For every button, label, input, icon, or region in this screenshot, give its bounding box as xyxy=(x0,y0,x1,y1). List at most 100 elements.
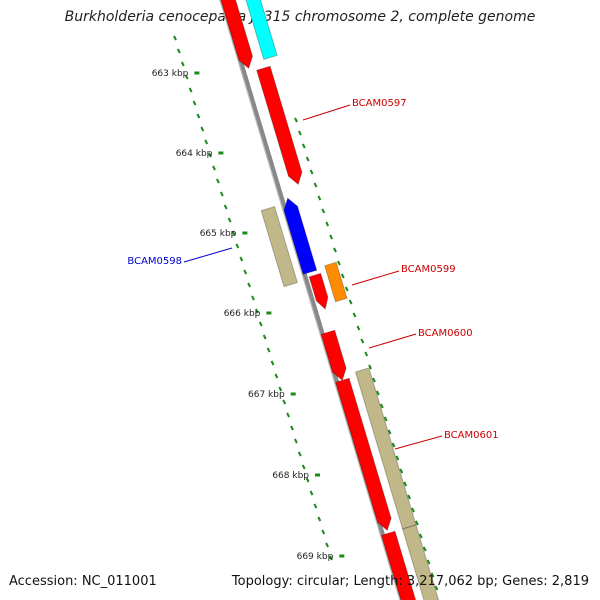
gene-leader-line xyxy=(351,270,400,286)
gene-cyan-arrow xyxy=(245,0,278,61)
map-title: Burkholderia cenocepacia J2315 chromosom… xyxy=(64,9,536,25)
gene-label[interactable]: BCAM0601 xyxy=(444,430,499,441)
gene-label[interactable]: BCAM0597 xyxy=(352,98,407,109)
tick-minor-right xyxy=(395,455,400,461)
gene-bcam0602-arrow xyxy=(380,530,417,600)
tick-minor-right xyxy=(325,221,330,227)
tick-minor-left xyxy=(243,269,248,275)
tick-minor-left xyxy=(290,425,294,431)
tick-minor-right xyxy=(329,234,333,240)
tick-minor-left xyxy=(305,477,310,483)
tick-minor-right xyxy=(309,169,314,175)
tick-minor-left xyxy=(177,48,181,54)
tick-minor-left xyxy=(309,490,314,496)
tick-minor-left xyxy=(192,100,197,106)
gene-label[interactable]: BCAM0599 xyxy=(401,264,456,275)
tick-minor-right xyxy=(372,377,376,383)
tick-minor-right xyxy=(352,312,357,318)
tick-minor-right xyxy=(321,208,326,214)
tick-minor-right xyxy=(383,416,388,422)
gene-bcam0599-arrow xyxy=(308,272,329,311)
tick-minor-left xyxy=(204,139,209,145)
tick-minor-right xyxy=(368,364,372,370)
kbp-label: 666 kbp xyxy=(224,309,261,319)
tick-minor-left xyxy=(317,516,322,522)
tick-minor-left xyxy=(223,204,228,210)
tick-minor-left xyxy=(200,126,205,132)
genome-stats-text: Topology: circular; Length: 3,217,062 bp… xyxy=(231,574,589,589)
kbp-label: 667 kbp xyxy=(248,390,285,400)
tick-minor-left xyxy=(208,152,212,158)
tick-minor-right xyxy=(418,533,423,539)
tick-minor-right xyxy=(340,273,345,279)
gene-label[interactable]: BCAM0600 xyxy=(418,328,473,339)
tick-minor-right xyxy=(344,286,349,292)
tick-minor-left xyxy=(321,529,326,535)
tick-minor-left xyxy=(196,113,201,119)
gene-leader-line xyxy=(394,435,443,450)
gene-bcam0596-arrow xyxy=(220,0,254,70)
tick-minor-right xyxy=(376,390,380,396)
tick-minor-left xyxy=(219,191,224,197)
gene-label[interactable]: BCAM0598 xyxy=(127,256,182,267)
gene-leader-line xyxy=(183,247,233,263)
gene-bcam0598-arrow xyxy=(283,197,318,275)
tick-minor-left xyxy=(286,412,290,418)
tick-minor-left xyxy=(313,503,318,509)
tick-minor-right xyxy=(403,481,408,487)
tick-minor-right xyxy=(434,585,439,591)
tick-minor-left xyxy=(255,308,259,314)
tick-minor-left xyxy=(184,74,189,80)
tick-minor-right xyxy=(356,325,361,331)
tick-minor-left xyxy=(325,542,329,548)
tick-minor-right xyxy=(411,507,415,513)
kbp-label: 668 kbp xyxy=(272,471,309,481)
tick-minor-left xyxy=(282,399,287,405)
gene-leader-line xyxy=(302,104,351,121)
tick-minor-left xyxy=(235,243,240,249)
tick-minor-right xyxy=(305,156,310,162)
gene-leader-line xyxy=(368,333,417,349)
tick-minor-left xyxy=(301,464,306,470)
tick-minor-right xyxy=(317,195,322,201)
tick-minor-left xyxy=(247,282,251,288)
kbp-label: 669 kbp xyxy=(297,552,334,562)
tick-minor-right xyxy=(360,338,365,344)
kbp-label: 664 kbp xyxy=(176,149,213,159)
tick-minor-left xyxy=(212,165,216,171)
tick-minor-left xyxy=(262,334,267,340)
gene-bcam0598b-arrow xyxy=(260,205,299,288)
tick-minor-right xyxy=(298,130,302,136)
tick-minor-left xyxy=(274,373,279,379)
gene-bcam0600-arrow xyxy=(320,329,347,382)
tick-minor-left xyxy=(270,360,275,366)
gene-bcam0599b-arrow xyxy=(324,261,348,303)
tick-minor-left xyxy=(251,295,255,301)
tick-minor-right xyxy=(379,403,384,409)
tick-minor-left xyxy=(329,555,333,561)
tick-minor-left xyxy=(216,178,220,184)
kbp-label: 665 kbp xyxy=(200,229,237,239)
tick-minor-right xyxy=(387,429,392,435)
tick-minor-right xyxy=(313,182,318,188)
tick-minor-right xyxy=(333,247,337,253)
kbp-label: 663 kbp xyxy=(152,69,189,79)
backbone-highlight xyxy=(219,0,401,600)
accession-text: Accession: NC_011001 xyxy=(9,574,157,589)
tick-minor-right xyxy=(430,572,435,578)
tick-minor-right xyxy=(407,494,411,500)
tick-minor-right xyxy=(399,468,404,474)
tick-minor-left xyxy=(180,61,185,67)
tick-minor-right xyxy=(301,143,306,149)
tick-minor-left xyxy=(266,347,271,353)
tick-minor-left xyxy=(297,451,302,457)
tick-minor-left xyxy=(188,87,193,93)
tick-minor-right xyxy=(348,299,353,305)
tick-minor-right xyxy=(337,260,341,266)
tick-minor-right xyxy=(294,117,298,123)
tick-minor-right xyxy=(426,559,431,565)
tick-minor-right xyxy=(422,546,427,552)
tick-minor-left xyxy=(231,230,236,236)
